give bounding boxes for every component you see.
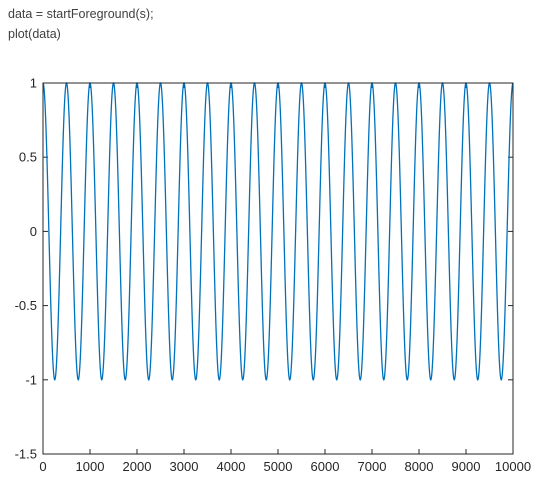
axes-box bbox=[42, 82, 514, 455]
y-tick-label: -1 bbox=[25, 372, 37, 387]
x-tick-label: 5000 bbox=[264, 459, 293, 474]
x-tick-label: 6000 bbox=[311, 459, 340, 474]
x-tick-label: 9000 bbox=[452, 459, 481, 474]
x-tick-label: 2000 bbox=[123, 459, 152, 474]
x-tick-label: 1000 bbox=[76, 459, 105, 474]
x-tick-label: 8000 bbox=[405, 459, 434, 474]
y-tick-label: 0.5 bbox=[19, 150, 37, 165]
x-tick-label: 7000 bbox=[358, 459, 387, 474]
y-tick-label: -0.5 bbox=[15, 298, 37, 313]
x-tick-label: 3000 bbox=[170, 459, 199, 474]
code-line-2: plot(data) bbox=[8, 27, 61, 41]
tick-labels: 0 1000 2000 3000 4000 5000 6000 7000 8000 9000 100… bbox=[15, 76, 531, 475]
x-tick-label: 0 bbox=[39, 459, 46, 474]
y-tick-label: 1 bbox=[30, 76, 37, 91]
y-tick-label: 0 bbox=[30, 224, 37, 239]
x-tick-label: 10000 bbox=[495, 459, 531, 474]
plot-area bbox=[43, 83, 513, 454]
y-tick-label: -1.5 bbox=[15, 447, 37, 462]
code-line-1: data = startForeground(s); bbox=[8, 7, 154, 21]
x-tick-label: 4000 bbox=[217, 459, 246, 474]
code-block: data = startForeground(s); plot(data) bbox=[8, 4, 154, 44]
